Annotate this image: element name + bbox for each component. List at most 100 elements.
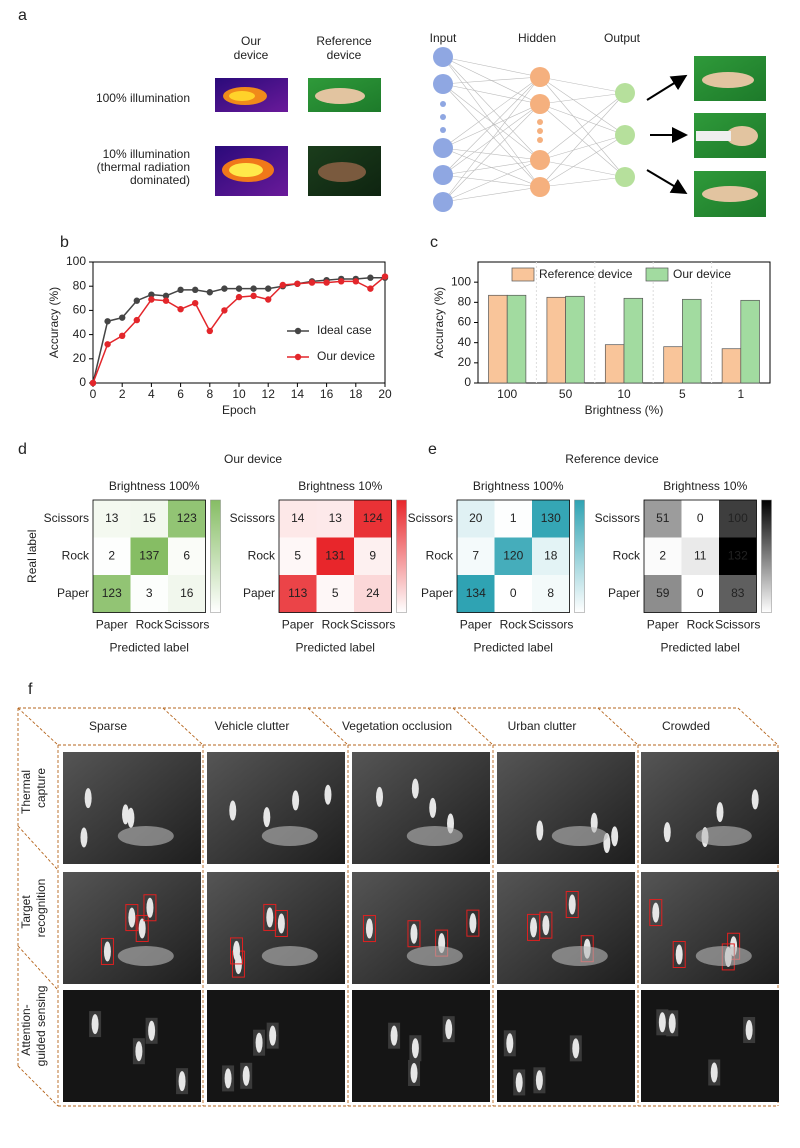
- detection-box: [125, 904, 139, 932]
- legend-label: Reference device: [539, 267, 633, 281]
- input-node: [433, 192, 453, 212]
- y-tick-label: 20: [73, 351, 87, 365]
- panel-label: a: [18, 7, 27, 24]
- cell: [494, 575, 532, 613]
- input-node: [433, 74, 453, 94]
- detection-box: [135, 914, 149, 942]
- frame-line: [17, 945, 59, 991]
- y-tick-label: Paper: [421, 586, 453, 600]
- x-axis-label: Predicted label: [661, 641, 740, 655]
- bar: [663, 346, 683, 384]
- label: Our: [241, 34, 261, 48]
- cell-label: 3: [146, 586, 153, 600]
- bar: [721, 348, 742, 384]
- y-tick-label: 80: [458, 295, 472, 309]
- person: [716, 802, 724, 823]
- connection: [539, 76, 626, 94]
- cell-label: 100: [728, 511, 748, 525]
- cell: [644, 575, 682, 613]
- x-tick-label: 14: [291, 387, 305, 401]
- cell-label: 137: [139, 548, 159, 562]
- cell-label: 130: [541, 511, 561, 525]
- marker: [192, 286, 199, 294]
- frame-line: [307, 707, 349, 746]
- cell: [354, 500, 392, 538]
- x-tick-label: Rock: [136, 618, 164, 632]
- cell-label: 9: [369, 548, 376, 562]
- y-tick-label: 60: [73, 303, 87, 317]
- cell: [168, 575, 206, 613]
- connection: [539, 92, 626, 188]
- dot: [440, 127, 446, 133]
- x-tick-label: 10: [232, 387, 246, 401]
- cell: [130, 537, 168, 575]
- cell-label: 5: [332, 586, 339, 600]
- marker: [192, 299, 199, 307]
- x-tick-label: 6: [177, 387, 184, 401]
- marker: [133, 316, 140, 324]
- person: [224, 1068, 232, 1089]
- heatmap-frame: [278, 499, 392, 613]
- cell-label: 1: [510, 511, 517, 525]
- detection-box: [362, 915, 376, 943]
- detection-box: [565, 890, 579, 918]
- thermal-images: [17, 707, 779, 1107]
- marker: [308, 279, 316, 286]
- cell-label: 20: [469, 511, 483, 525]
- connection: [539, 176, 626, 188]
- thermal-image: [63, 872, 201, 984]
- x-tick-label: 100: [497, 387, 517, 401]
- cell: [532, 500, 570, 538]
- label: Reference: [316, 34, 372, 48]
- frame-line: [737, 707, 779, 746]
- marker: [221, 285, 228, 292]
- cell: [130, 575, 168, 613]
- connection: [539, 103, 626, 178]
- dot: [537, 137, 543, 143]
- bar: [740, 299, 760, 384]
- cell-label: 134: [466, 586, 486, 600]
- car: [695, 946, 752, 966]
- cell-label: 123: [177, 511, 197, 525]
- label: (thermal radiation: [97, 160, 190, 174]
- hidden-node: [530, 67, 550, 87]
- marker: [177, 305, 184, 313]
- dot: [440, 114, 446, 120]
- label: 10% illumination: [103, 147, 190, 161]
- marker: [104, 318, 111, 325]
- cell: [93, 575, 131, 613]
- hidden-node: [530, 177, 550, 197]
- y-axis-label: Real label: [25, 530, 39, 583]
- connection: [442, 83, 541, 105]
- cell-label: 0: [510, 586, 517, 600]
- column-header: Vegetation occlusion: [342, 719, 452, 733]
- y-tick-label: Rock: [613, 548, 641, 562]
- y-tick-label: 0: [464, 375, 471, 389]
- person: [710, 1062, 718, 1083]
- heatmap-frame: [92, 499, 206, 613]
- row-header: guided sensing: [34, 986, 48, 1067]
- y-tick-label: Rock: [248, 548, 276, 562]
- car: [261, 946, 318, 966]
- cell-label: 18: [544, 548, 558, 562]
- marker: [279, 281, 286, 289]
- thermal-image: [641, 752, 779, 864]
- input-node: [433, 47, 453, 67]
- cell-label: 5: [294, 548, 301, 562]
- thermal-image: [207, 752, 345, 864]
- person: [122, 804, 130, 825]
- y-tick-label: Scissors: [595, 511, 640, 525]
- detection-box: [100, 937, 114, 965]
- bar: [623, 297, 644, 384]
- marker: [119, 332, 126, 340]
- person: [515, 1072, 523, 1093]
- cell-label: 6: [183, 548, 190, 562]
- person: [445, 1019, 453, 1040]
- layer-label: Output: [604, 31, 641, 45]
- row-header: capture: [34, 768, 48, 808]
- y-axis-label: Accuracy (%): [432, 287, 446, 358]
- person: [263, 807, 271, 828]
- marker: [162, 297, 170, 304]
- marker: [148, 291, 155, 298]
- cell-label: 13: [329, 511, 343, 525]
